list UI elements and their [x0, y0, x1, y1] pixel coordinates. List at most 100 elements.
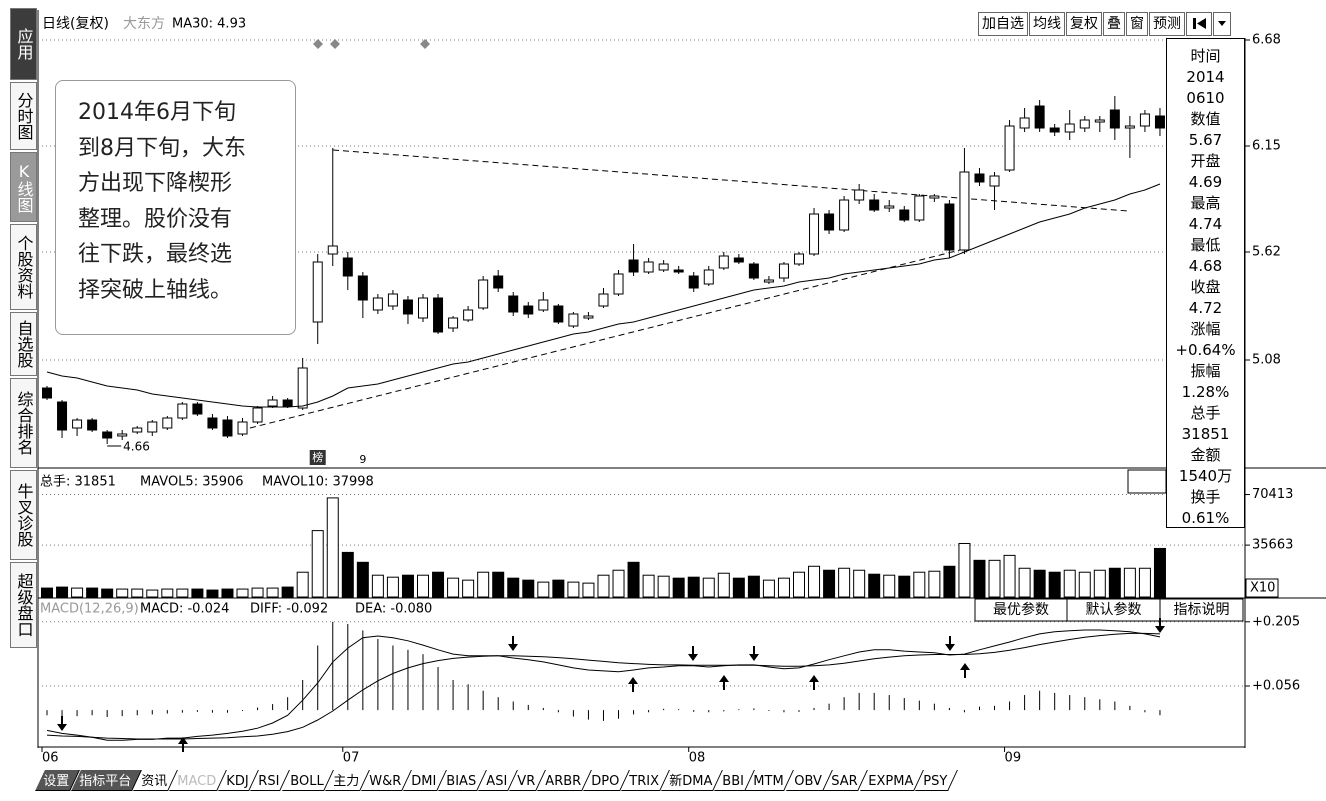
tab-label: BBI — [722, 774, 744, 789]
annotation-line: 整理。股价没有 — [78, 206, 233, 232]
tab[interactable]: 新DMA — [660, 770, 723, 791]
candle-body — [763, 279, 774, 283]
x-tick-label: 07 — [343, 751, 360, 766]
toolbar: 加自选 均线 复权叠窗预测 — [978, 12, 1232, 36]
tab[interactable]: 指标平台 — [71, 770, 142, 791]
toolbar-button[interactable]: 叠 — [1103, 12, 1125, 36]
lower-trendline — [249, 247, 969, 429]
volume-bar — [356, 561, 369, 598]
tab[interactable]: EXPMA — [859, 770, 924, 791]
macd-label: DEA: -0.080 — [355, 602, 432, 617]
candle-body — [207, 417, 218, 429]
candle-body — [613, 273, 624, 295]
candle-body — [433, 297, 444, 333]
sidebar-tab[interactable]: 自选股 — [10, 312, 37, 376]
info-row: 1.28% — [1181, 383, 1230, 401]
candle-body — [658, 263, 669, 271]
toolbar-button[interactable]: 均线 — [1029, 12, 1065, 36]
candle-body — [478, 279, 489, 309]
macd-label: MACD(12,26,9) — [40, 602, 139, 617]
y-tick-label: 70413 — [1252, 487, 1293, 502]
volume-bar — [913, 571, 926, 598]
candle-body — [974, 173, 985, 183]
sidebar-tab[interactable]: 应用 — [10, 8, 37, 80]
sidebar-tab[interactable]: 综合排名 — [10, 378, 37, 468]
sidebar-tab[interactable]: 牛叉诊股 — [10, 470, 37, 560]
candle-body — [568, 313, 579, 327]
param-button[interactable] — [1159, 598, 1244, 622]
candle-body — [117, 433, 128, 437]
toolbar-button[interactable]: 窗 — [1126, 12, 1148, 36]
tab-label: MACD — [177, 774, 217, 789]
info-row: 总手 — [1190, 404, 1221, 422]
volume-bar — [868, 573, 881, 598]
signal-diamond — [313, 39, 323, 49]
scale-box — [1245, 578, 1279, 598]
info-row: 4.72 — [1188, 299, 1223, 317]
candle-body — [162, 417, 173, 429]
y-tick-label: +0.205 — [1252, 614, 1300, 629]
candle-body — [869, 199, 880, 211]
volume-bar — [943, 565, 956, 598]
candle-body — [688, 275, 699, 289]
signal-arrow — [960, 663, 970, 678]
tab-label: TRIX — [629, 774, 659, 789]
candle-body — [147, 421, 158, 433]
tab-label: ASI — [486, 774, 508, 789]
volume-bar — [537, 581, 550, 598]
volume-bar — [341, 551, 354, 598]
first-button[interactable] — [1186, 12, 1212, 36]
volume-bar — [191, 588, 204, 598]
tab-label: 新DMA — [668, 774, 713, 789]
volume-bar — [808, 565, 821, 598]
volume-bar — [777, 577, 790, 598]
tab-label: KDJ — [226, 774, 249, 789]
signal-arrow — [688, 646, 698, 661]
candle-body — [1154, 115, 1165, 129]
tab-label: OBV — [794, 774, 822, 789]
candle-body — [1064, 123, 1075, 133]
volume-bar — [116, 588, 129, 598]
sidebar-tab[interactable]: 分时图 — [10, 82, 37, 150]
toolbar-button[interactable]: 复权 — [1066, 12, 1102, 36]
info-row: 0.61% — [1181, 509, 1230, 527]
toolbar-button[interactable]: 预测 — [1149, 12, 1185, 36]
menu-button[interactable] — [1213, 12, 1231, 36]
param-button-label: 最优参数 — [993, 601, 1049, 618]
annotation-line: 2014年6月下旬 — [78, 100, 236, 125]
volume-bar — [462, 579, 475, 598]
chart-title: 日线(复权) — [42, 15, 109, 32]
candle-body — [177, 403, 188, 419]
volume-bar — [642, 574, 655, 598]
candle-body — [402, 299, 413, 315]
candle-body — [809, 213, 820, 255]
sidebar-tab[interactable]: 超级盘口 — [10, 562, 37, 648]
volume-bar — [41, 587, 53, 598]
volume-bar — [1078, 571, 1091, 598]
tab-label: DPO — [591, 774, 620, 789]
sidebar-tab[interactable]: 个股资料 — [10, 224, 37, 310]
volume-bar — [612, 569, 625, 598]
candle-body — [1124, 125, 1135, 129]
candle-body — [733, 257, 744, 263]
sidebar-tab[interactable]: K线图 — [10, 152, 37, 222]
toolbar-button[interactable]: 加自选 — [978, 12, 1028, 36]
info-row: 4.68 — [1188, 257, 1223, 275]
candle-body — [884, 205, 895, 209]
signal-diamond — [330, 39, 340, 49]
info-row: 最低 — [1190, 236, 1221, 254]
info-row: 最高 — [1190, 194, 1221, 212]
volume-bar — [176, 588, 189, 598]
low-label: 4.66 — [123, 440, 150, 454]
candle-body — [418, 297, 428, 319]
candle-body — [1034, 105, 1045, 129]
candle-body — [297, 367, 308, 409]
candle-body — [703, 269, 714, 285]
candle-body — [508, 295, 519, 313]
volume-bar — [1153, 547, 1166, 598]
volume-bar — [221, 588, 234, 598]
signal-arrow — [57, 716, 67, 731]
candle-body — [357, 275, 368, 301]
tab-label: BIAS — [446, 774, 477, 789]
